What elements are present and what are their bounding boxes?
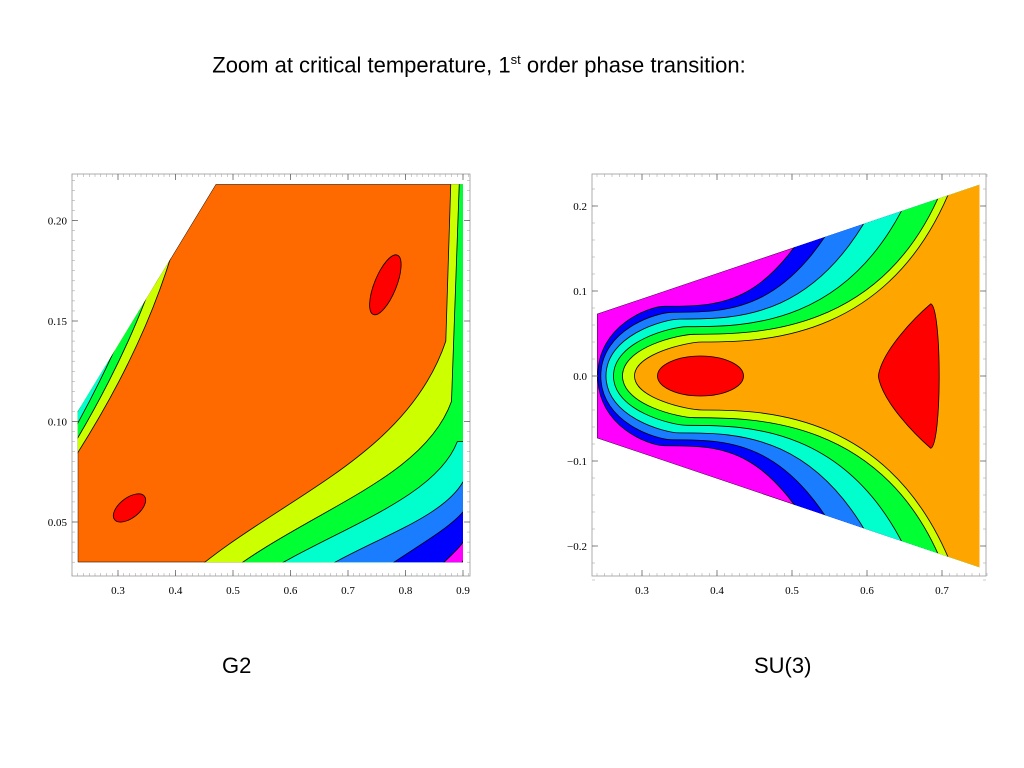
g2-band-magenta-right bbox=[428, 541, 464, 563]
g2-contour-plot: 0.3 0.4 0.5 0.6 0.7 0.8 0.9 0.05 0.10 0.15 0.20 bbox=[48, 173, 471, 597]
g2-band-green-right bbox=[215, 184, 464, 563]
g2-y-tick-label: 0.20 bbox=[48, 216, 68, 228]
su3-y-tick-label: −0.2 bbox=[567, 541, 587, 553]
g2-x-tick-label: 0.7 bbox=[341, 585, 355, 597]
g2-minimum-left bbox=[112, 493, 147, 523]
su3-contour-plot: 0.3 0.4 0.5 0.6 0.7 0.2 0.1 0.0 −0.1 −0.2 bbox=[567, 173, 988, 597]
su3-band-orange bbox=[634, 184, 980, 568]
su3-x-tick-label: 0.5 bbox=[785, 585, 799, 597]
title-suffix: order phase transition: bbox=[520, 52, 746, 78]
g2-x-tick-label: 0.8 bbox=[399, 585, 413, 597]
g2-x-tick-label: 0.6 bbox=[284, 585, 298, 597]
g2-x-tick-label: 0.4 bbox=[169, 585, 183, 597]
title-superscript: st bbox=[510, 52, 521, 67]
su3-y-tick-label: 0.2 bbox=[573, 201, 587, 213]
su3-y-tick-label: 0.0 bbox=[573, 371, 587, 383]
g2-plot-frame bbox=[71, 173, 471, 577]
su3-x-tick-label: 0.3 bbox=[635, 585, 649, 597]
title-prefix: Zoom at critical temperature, 1 bbox=[212, 52, 511, 78]
su3-x-tick-label: 0.4 bbox=[710, 585, 724, 597]
su3-y-tick-label: −0.1 bbox=[567, 456, 587, 468]
su3-minimum-right bbox=[877, 303, 940, 449]
su3-y-tick-label: 0.1 bbox=[573, 286, 587, 298]
g2-y-tick-label: 0.05 bbox=[48, 517, 68, 529]
su3-minimum-left bbox=[657, 355, 744, 397]
g2-x-tick-label: 0.3 bbox=[111, 585, 125, 597]
g2-plot-label: G2 bbox=[222, 653, 252, 678]
slide-title: Zoom at critical temperature, 1st order … bbox=[0, 52, 958, 78]
g2-band-blue-right bbox=[364, 511, 464, 563]
g2-x-tick-label: 0.5 bbox=[226, 585, 240, 597]
su3-x-tick-label: 0.6 bbox=[860, 585, 874, 597]
g2-x-tick-label: 0.9 bbox=[456, 585, 470, 597]
g2-contour-bands bbox=[77, 184, 464, 563]
su3-plot-label: SU(3) bbox=[754, 653, 812, 678]
su3-plot-frame bbox=[591, 173, 987, 577]
g2-y-tick-label: 0.15 bbox=[48, 316, 68, 328]
g2-minimum-right bbox=[369, 254, 402, 316]
g2-y-tick-label: 0.10 bbox=[48, 417, 68, 429]
su3-contour-bands bbox=[597, 184, 980, 568]
su3-x-tick-label: 0.7 bbox=[935, 585, 949, 597]
